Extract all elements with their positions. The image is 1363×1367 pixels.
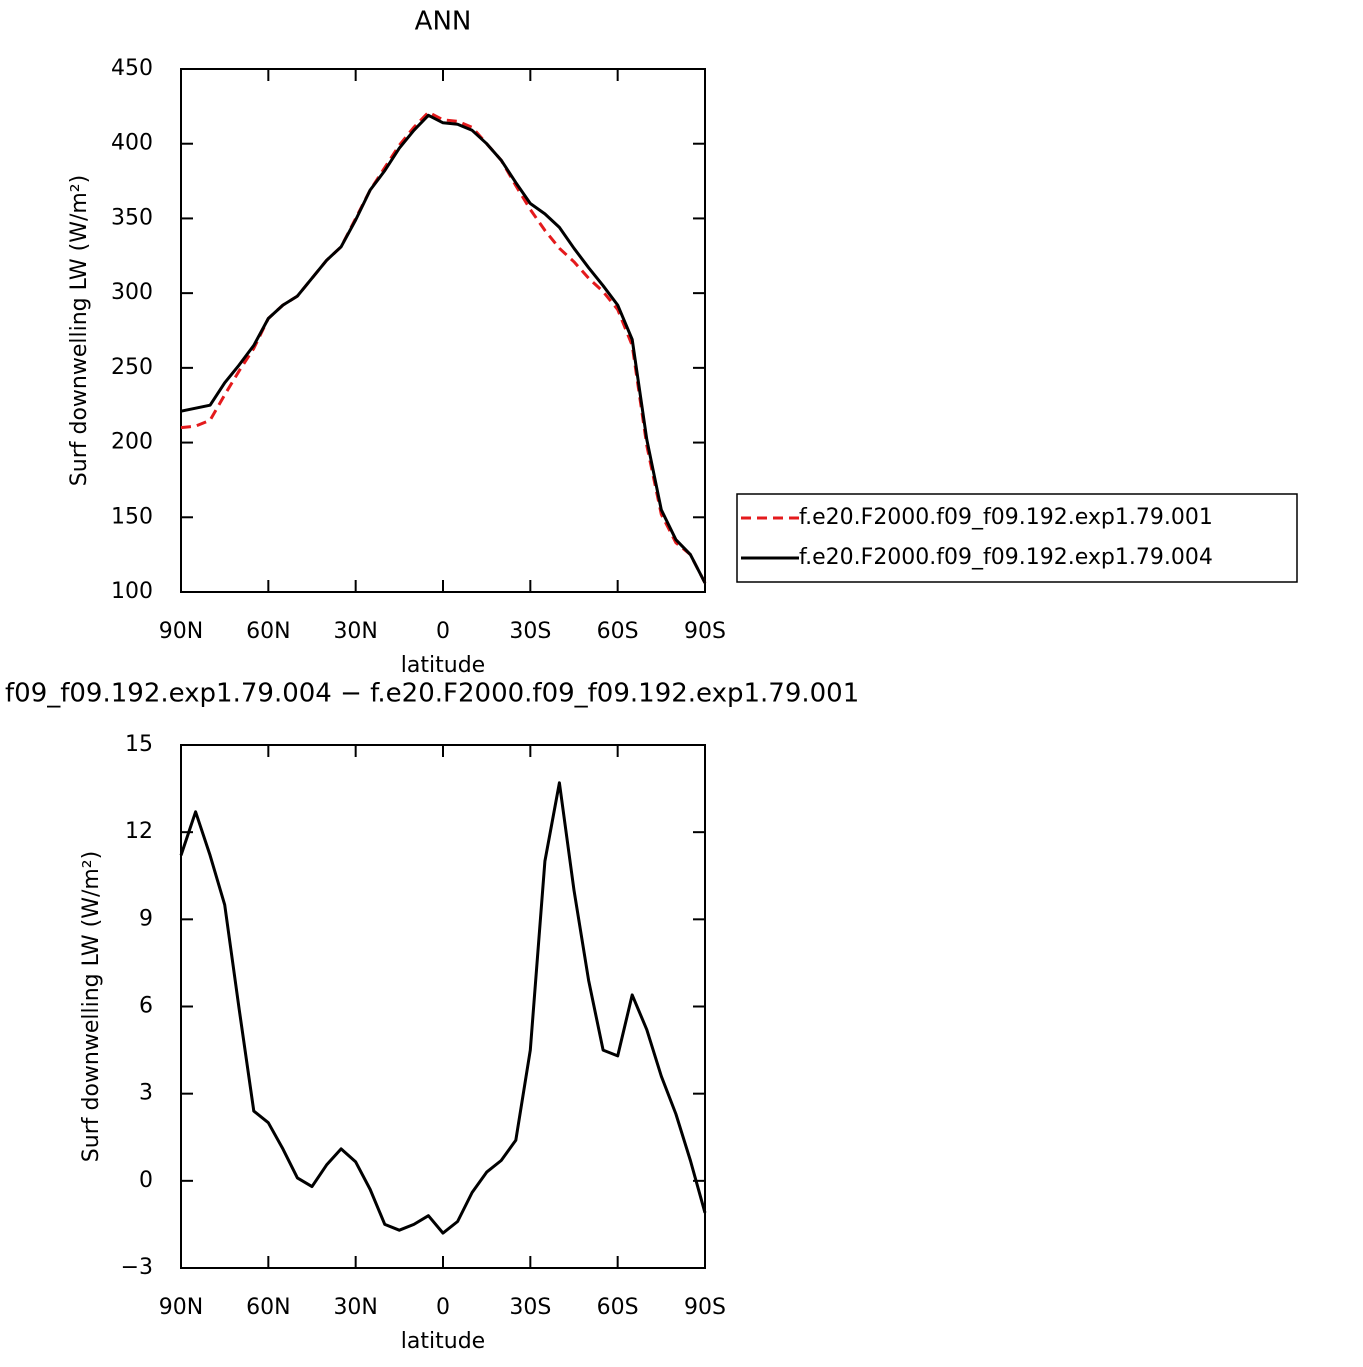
x-tick-label: 90N [159,619,203,644]
chart-title: ANN [415,7,472,37]
y-tick-label: 6 [139,994,153,1019]
x-tick-label: 30S [509,1295,551,1320]
y-tick-label: 100 [111,579,153,604]
legend-label: f.e20.F2000.f09_f09.192.exp1.79.001 [799,505,1213,530]
x-tick-label: 30N [333,1295,377,1320]
y-tick-label: 450 [111,56,153,81]
legend-box [736,493,1298,583]
x-tick-label: 0 [436,619,450,644]
plot-frame [180,744,706,1269]
x-axis-label: latitude [401,1329,485,1354]
y-tick-label: 12 [125,819,153,844]
y-tick-label: 150 [111,504,153,529]
x-tick-label: 30N [333,619,377,644]
x-tick-label: 90S [684,1295,726,1320]
y-tick-label: 350 [111,205,153,230]
y-tick-label: 400 [111,131,153,156]
x-tick-label: 60S [597,1295,639,1320]
y-tick-label: 300 [111,280,153,305]
y-tick-label: 250 [111,355,153,380]
y-tick-label: 9 [139,906,153,931]
x-tick-label: 60N [246,1295,290,1320]
y-tick-label: 15 [125,732,153,757]
x-tick-label: 60S [597,619,639,644]
series-line [180,113,707,584]
y-axis-label: Surf downwelling LW (W/m²) [67,175,92,486]
x-tick-label: 60N [246,619,290,644]
y-tick-label: 3 [139,1081,153,1106]
series-line [179,781,707,1235]
x-axis-label: latitude [401,653,485,678]
plot-frame [180,68,706,593]
y-tick-label: −3 [121,1255,153,1280]
x-tick-label: 30S [509,619,551,644]
y-tick-label: 0 [139,1168,153,1193]
x-tick-label: 90S [684,619,726,644]
x-tick-label: 90N [159,1295,203,1320]
y-tick-label: 200 [111,430,153,455]
y-axis-label: Surf downwelling LW (W/m²) [79,851,104,1162]
x-tick-label: 0 [436,1295,450,1320]
legend-label: f.e20.F2000.f09_f09.192.exp1.79.004 [799,545,1213,570]
chart-title: f09_f09.192.exp1.79.004 − f.e20.F2000.f0… [5,679,859,709]
series-line [180,110,707,584]
